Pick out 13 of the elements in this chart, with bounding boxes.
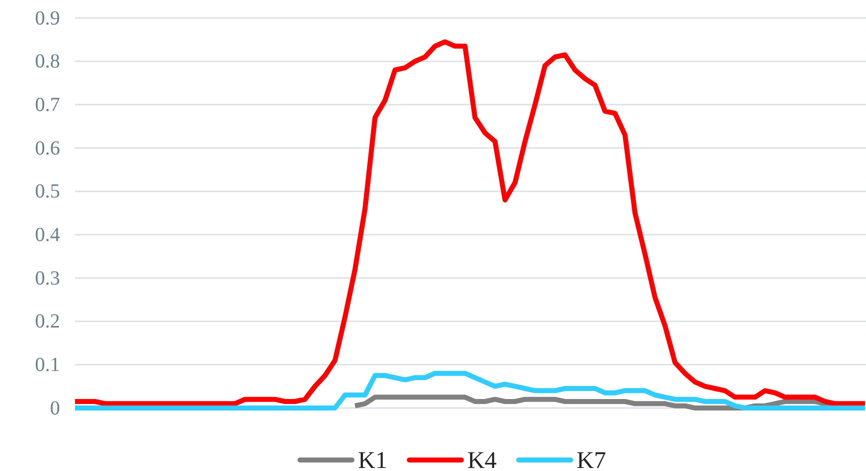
legend-label: K4 — [467, 448, 497, 471]
y-tick-label: 0.8 — [35, 50, 60, 73]
y-tick-label: 0 — [50, 397, 60, 420]
legend-label: K7 — [576, 448, 606, 471]
y-tick-label: 0.7 — [35, 94, 60, 116]
y-tick-label: 0.2 — [35, 310, 60, 333]
y-tick-label: 0.6 — [35, 137, 60, 160]
y-tick-label: 0.4 — [35, 224, 60, 246]
legend-label: K1 — [358, 448, 388, 471]
y-tick-label: 0.9 — [35, 7, 60, 30]
y-tick-label: 0.5 — [35, 180, 60, 203]
y-tick-label: 0.1 — [35, 354, 60, 376]
y-tick-label: 0.3 — [35, 267, 60, 290]
